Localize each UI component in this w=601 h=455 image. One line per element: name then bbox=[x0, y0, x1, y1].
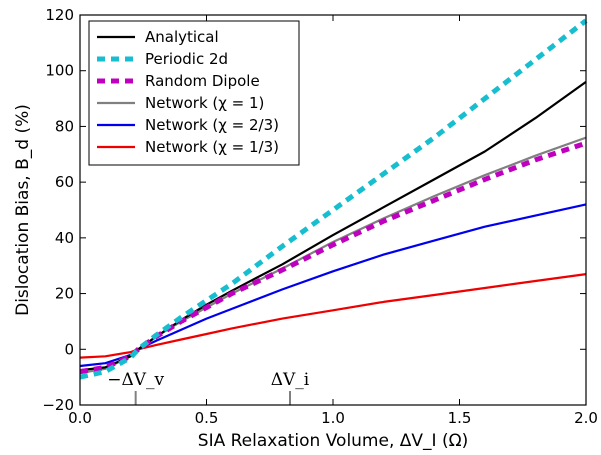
y-tick-label: −20 bbox=[42, 396, 74, 414]
legend-entry: Network (χ = 2/3) bbox=[145, 116, 279, 134]
annotation-label: −ΔV_v bbox=[107, 370, 164, 390]
y-tick-label: 20 bbox=[55, 285, 74, 303]
legend-entry: Periodic 2d bbox=[145, 50, 228, 68]
series-layer bbox=[79, 18, 588, 380]
legend-entry: Network (χ = 1/3) bbox=[145, 138, 279, 156]
y-tick-label: 120 bbox=[45, 6, 74, 24]
plot-frame bbox=[79, 14, 587, 406]
annotation-label: ΔV_i bbox=[271, 370, 310, 390]
series-line-1 bbox=[79, 18, 588, 380]
x-tick-label: 1.0 bbox=[321, 409, 345, 427]
x-axis-label: SIA Relaxation Volume, ΔV_I (Ω) bbox=[198, 431, 468, 451]
x-tick-label: 2.0 bbox=[574, 409, 598, 427]
y-tick-label: 60 bbox=[55, 173, 74, 191]
y-tick-label: 100 bbox=[45, 62, 74, 80]
legend-entry: Network (χ = 1) bbox=[145, 94, 264, 112]
legend: Analytical Periodic 2d Random Dipole Networ… bbox=[88, 20, 300, 166]
legend-entry: Random Dipole bbox=[145, 72, 260, 90]
x-tick-label: 0.0 bbox=[68, 409, 92, 427]
annotations: −ΔV_v ΔV_i bbox=[107, 370, 310, 405]
y-axis-label: Dislocation Bias, B_d (%) bbox=[13, 104, 33, 316]
x-tick-label: 0.5 bbox=[195, 409, 219, 427]
x-tick-label: 1.5 bbox=[448, 409, 472, 427]
y-tick-label: 80 bbox=[55, 117, 74, 135]
series-line-5 bbox=[79, 273, 587, 359]
legend-entry: Analytical bbox=[145, 28, 219, 46]
y-tick-label: 40 bbox=[55, 229, 74, 247]
axis-ticks: 0.0 0.5 1.0 1.5 2.0 −20 0 20 40 60 80 100 120 bbox=[42, 6, 598, 427]
legend-box bbox=[88, 20, 300, 166]
y-tick-label: 0 bbox=[64, 340, 74, 358]
